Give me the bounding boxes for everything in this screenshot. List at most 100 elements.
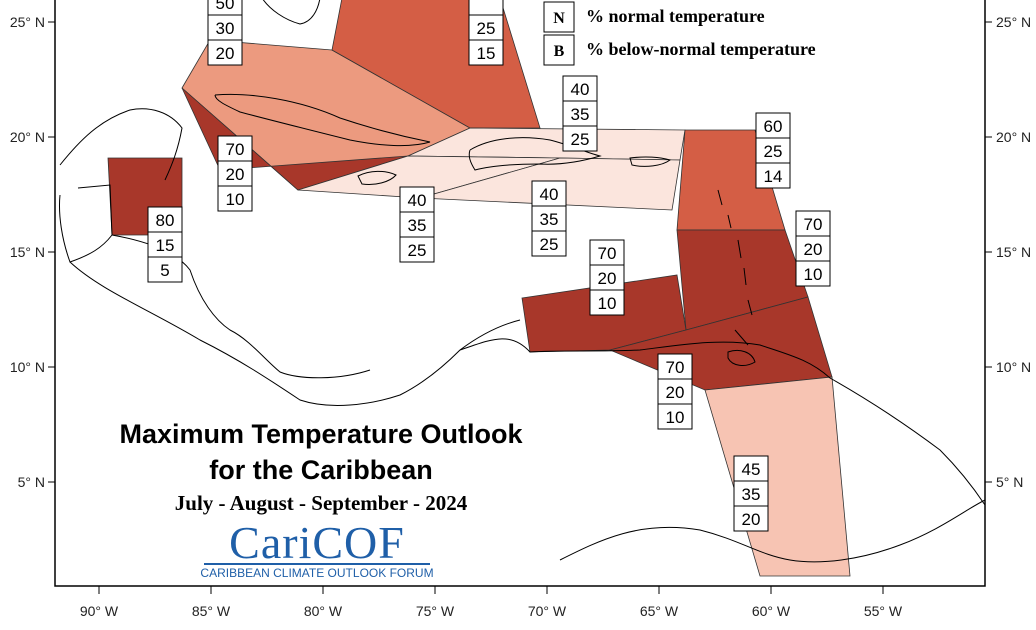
prob-cell bbox=[217, 135, 253, 162]
coast-trinidad bbox=[727, 349, 756, 366]
land-outlines bbox=[59, 0, 986, 563]
y-tick-label-left: 5° N bbox=[18, 474, 45, 490]
y-tick-label-right: 5° N bbox=[996, 474, 1023, 490]
prob-cell bbox=[531, 180, 567, 207]
y-axis-right: 25° N 20° N 15° N 10° N 5° N bbox=[985, 14, 1031, 490]
y-tick-label-right: 20° N bbox=[996, 129, 1031, 145]
prob-cell bbox=[755, 162, 791, 189]
caricof-logo: CariCOF CARIBBEAN CLIMATE OUTLOOK FORUM bbox=[200, 517, 433, 580]
prob-cell bbox=[147, 256, 183, 283]
prob-cell bbox=[217, 160, 253, 187]
prob-value: 50 bbox=[216, 0, 235, 13]
x-tick-label: 60° W bbox=[752, 603, 791, 619]
x-tick-label: 55° W bbox=[864, 603, 903, 619]
prob-cell bbox=[207, 14, 243, 41]
prob-value: 25 bbox=[540, 235, 559, 254]
prob-value: 70 bbox=[226, 140, 245, 159]
prob-box-leeward-islands: 60 25 14 bbox=[755, 112, 791, 189]
x-axis: 90° W 85° W 80° W 75° W 70° W 65° W 60° W 55° W bbox=[80, 586, 903, 619]
x-tick-label: 80° W bbox=[304, 603, 343, 619]
prob-value: 25 bbox=[477, 19, 496, 38]
prob-cell bbox=[795, 260, 831, 287]
prob-box-guianas: 45 35 20 bbox=[733, 455, 769, 532]
prob-value: 20 bbox=[804, 240, 823, 259]
x-tick-label: 85° W bbox=[192, 603, 231, 619]
title-block: Maximum Temperature Outlook for the Cari… bbox=[119, 419, 523, 515]
prob-value: 15 bbox=[477, 44, 496, 63]
prob-cell bbox=[733, 480, 769, 507]
y-tick-label-right: 25° N bbox=[996, 14, 1031, 30]
prob-box-bahamas-west: 50 30 20 bbox=[207, 0, 243, 66]
coast-yucatan bbox=[59, 108, 183, 181]
coast-jamaica bbox=[357, 170, 397, 185]
prob-value: 25 bbox=[408, 241, 427, 260]
legend-key-box-n bbox=[543, 1, 575, 33]
prob-box-jamaica: 40 35 25 bbox=[399, 186, 435, 263]
coast-puerto-rico bbox=[629, 156, 672, 167]
title-line-2: for the Caribbean bbox=[209, 455, 433, 485]
prob-cell bbox=[531, 230, 567, 257]
prob-cell bbox=[795, 235, 831, 262]
prob-cell bbox=[217, 185, 253, 212]
prob-cell bbox=[147, 206, 183, 233]
prob-cell bbox=[562, 125, 598, 152]
prob-value: 30 bbox=[216, 19, 235, 38]
coast-south-america-north bbox=[459, 338, 986, 506]
prob-box-windward-islands: 70 20 10 bbox=[795, 210, 831, 287]
logo-tagline: CARIBBEAN CLIMATE OUTLOOK FORUM bbox=[200, 566, 433, 580]
coast-florida bbox=[262, 0, 321, 25]
outlook-regions bbox=[107, 0, 851, 577]
legend-key-box-b bbox=[543, 34, 575, 66]
logo-wordmark: CariCOF bbox=[229, 517, 405, 568]
y-tick-label-left: 10° N bbox=[10, 359, 45, 375]
prob-value: 15 bbox=[156, 236, 175, 255]
x-tick-label: 70° W bbox=[528, 603, 567, 619]
prob-value: 40 bbox=[408, 191, 427, 210]
prob-value: 35 bbox=[571, 105, 590, 124]
prob-value: 80 bbox=[156, 211, 175, 230]
legend: N % normal temperature B % below-normal … bbox=[543, 1, 816, 66]
prob-value: 35 bbox=[742, 485, 761, 504]
legend-label-n: % normal temperature bbox=[586, 6, 765, 26]
prob-value: 10 bbox=[226, 190, 245, 209]
prob-box-cuba: 70 20 10 bbox=[217, 135, 253, 212]
prob-value: 70 bbox=[598, 244, 617, 263]
prob-cell bbox=[399, 211, 435, 238]
prob-cell bbox=[531, 205, 567, 232]
prob-value: 45 bbox=[742, 460, 761, 479]
prob-value: 40 bbox=[571, 80, 590, 99]
prob-value: 5 bbox=[160, 261, 169, 280]
prob-value: 20 bbox=[742, 510, 761, 529]
prob-value: 10 bbox=[598, 294, 617, 313]
prob-value: 25 bbox=[764, 142, 783, 161]
prob-cell bbox=[468, 14, 504, 41]
prob-value: 20 bbox=[216, 44, 235, 63]
prob-cell bbox=[657, 378, 693, 405]
coast-hispaniola bbox=[468, 137, 602, 171]
y-tick-label-right: 10° N bbox=[996, 359, 1031, 375]
y-axis-left: 25° N 20° N 15° N 10° N 5° N bbox=[10, 14, 55, 490]
prob-box-central-america-belize: 80 15 5 bbox=[147, 206, 183, 283]
prob-box-hispaniola-north: 40 35 25 bbox=[562, 75, 598, 152]
prob-cell bbox=[562, 75, 598, 102]
x-tick-label: 90° W bbox=[80, 603, 119, 619]
prob-cell bbox=[733, 505, 769, 532]
legend-key-n: N bbox=[553, 10, 565, 27]
y-tick-label-right: 15° N bbox=[996, 244, 1031, 260]
prob-cell bbox=[399, 236, 435, 263]
y-tick-label-left: 20° N bbox=[10, 129, 45, 145]
title-period: July - August - September - 2024 bbox=[175, 491, 468, 515]
prob-cell bbox=[207, 39, 243, 66]
prob-cell bbox=[468, 0, 504, 16]
prob-cell bbox=[468, 39, 504, 66]
legend-label-b: % below-normal temperature bbox=[586, 39, 816, 59]
prob-value: 35 bbox=[540, 210, 559, 229]
coast-cuba bbox=[214, 93, 431, 147]
prob-cell bbox=[657, 353, 693, 380]
prob-box-hispaniola-south: 40 35 25 bbox=[531, 180, 567, 257]
prob-cell bbox=[657, 403, 693, 430]
prob-box-trinidad-venezuela: 70 20 10 bbox=[657, 353, 693, 430]
prob-cell bbox=[795, 210, 831, 237]
prob-cell bbox=[755, 112, 791, 139]
